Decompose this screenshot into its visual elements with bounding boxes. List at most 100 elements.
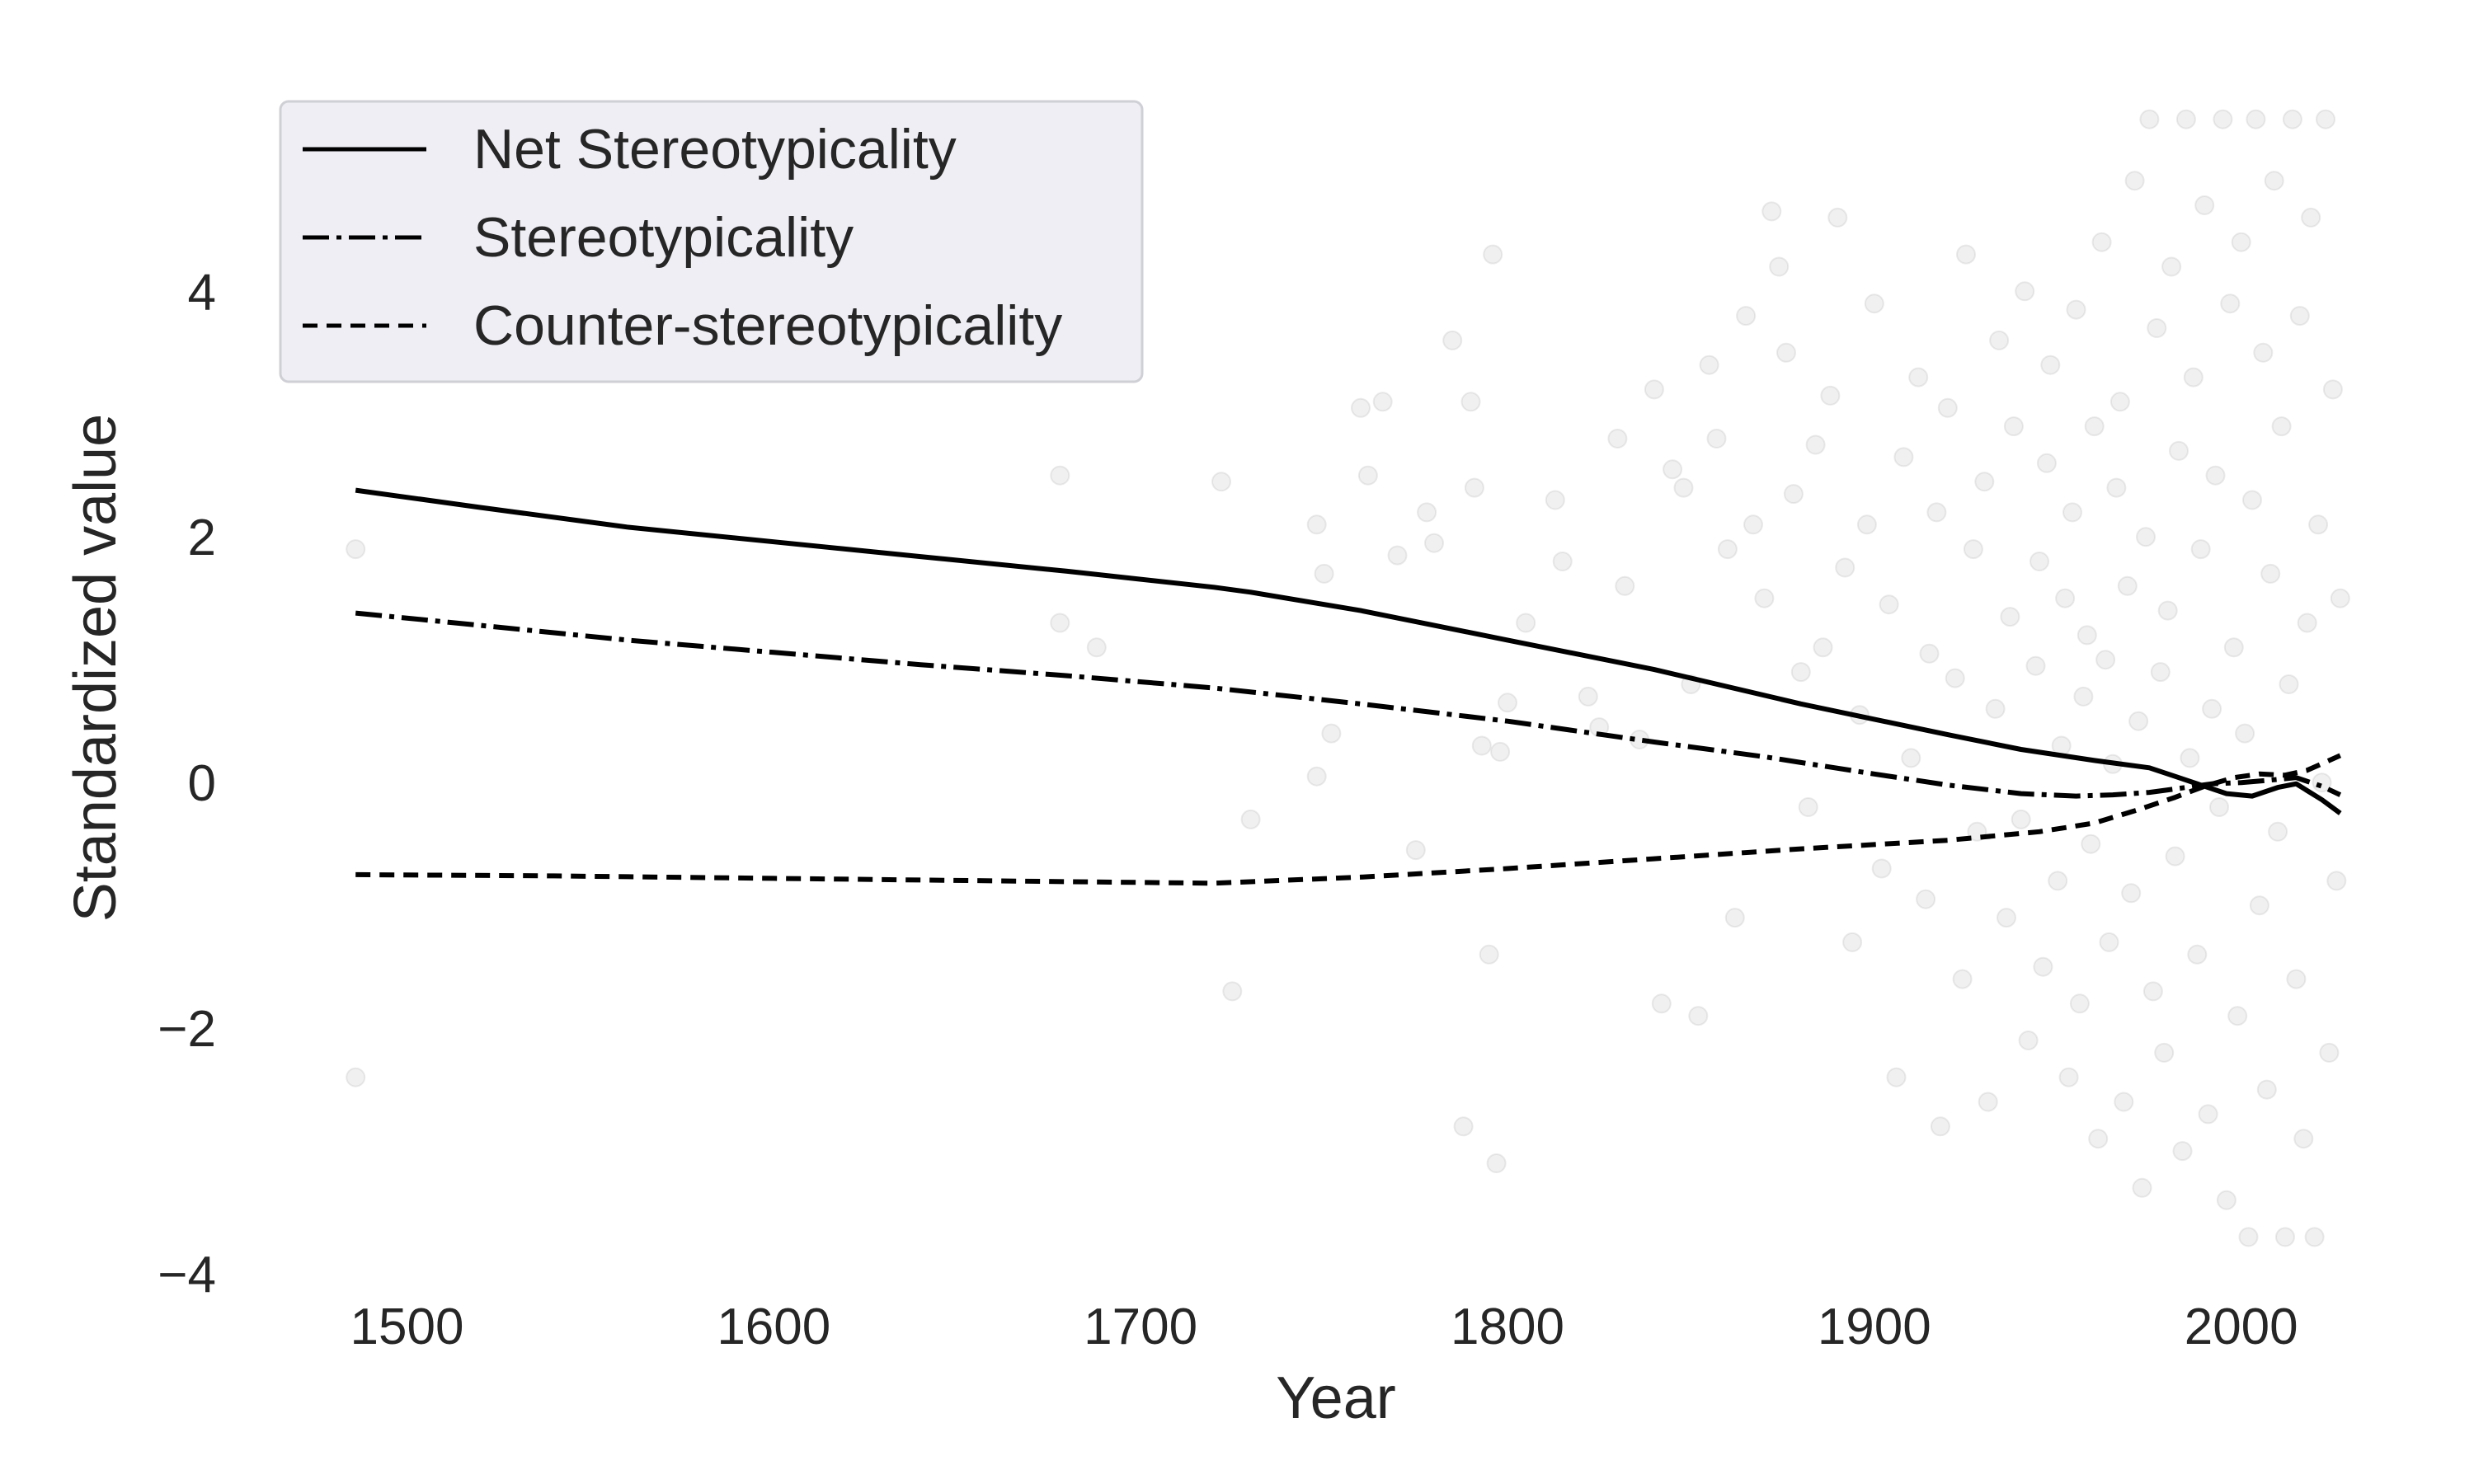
y-tick-label-3: 2 bbox=[188, 510, 216, 566]
scatter-point-45 bbox=[1717, 539, 1738, 560]
scatter-point-95 bbox=[2040, 355, 2061, 375]
scatter-point-109 bbox=[2095, 650, 2116, 670]
scatter-point-123 bbox=[2147, 318, 2167, 338]
scatter-point-20 bbox=[1453, 1116, 1474, 1137]
scatter-point-138 bbox=[2202, 698, 2222, 719]
scatter-point-152 bbox=[2253, 342, 2274, 363]
scatter-point-23 bbox=[1471, 735, 1492, 756]
scatter-point-55 bbox=[1798, 797, 1818, 817]
scatter-point-110 bbox=[2099, 932, 2119, 952]
scatter-point-64 bbox=[1864, 294, 1884, 314]
scatter-point-16 bbox=[1405, 840, 1426, 861]
scatter-point-99 bbox=[2058, 1067, 2079, 1087]
scatter-point-116 bbox=[2121, 883, 2142, 904]
scatter-point-42 bbox=[1688, 1006, 1709, 1026]
scatter-point-63 bbox=[1856, 514, 1877, 535]
scatter-point-148 bbox=[2238, 1227, 2259, 1247]
scatter-point-105 bbox=[2081, 834, 2101, 854]
scatter-layer bbox=[346, 109, 2350, 1247]
scatter-point-4 bbox=[1086, 637, 1107, 658]
scatter-point-173 bbox=[2330, 588, 2350, 608]
scatter-point-10 bbox=[1314, 563, 1334, 584]
scatter-point-129 bbox=[2169, 440, 2189, 461]
scatter-point-114 bbox=[2114, 1092, 2134, 1112]
scatter-point-74 bbox=[1930, 1116, 1950, 1137]
scatter-point-71 bbox=[1916, 889, 1936, 909]
scatter-point-153 bbox=[2256, 1079, 2277, 1100]
scatter-point-13 bbox=[1357, 465, 1378, 486]
scatter-point-142 bbox=[2216, 1190, 2236, 1210]
scatter-point-44 bbox=[1706, 429, 1727, 448]
x-axis-ticks: 1500 1600 1700 1800 1900 2000 bbox=[350, 1298, 2298, 1355]
scatter-point-102 bbox=[2069, 993, 2090, 1014]
scatter-point-157 bbox=[2271, 416, 2292, 437]
scatter-point-141 bbox=[2213, 109, 2233, 129]
scatter-point-54 bbox=[1790, 662, 1811, 683]
scatter-point-130 bbox=[2172, 1141, 2193, 1162]
scatter-point-166 bbox=[2304, 1227, 2325, 1247]
scatter-point-100 bbox=[2062, 502, 2082, 523]
scatter-point-73 bbox=[1926, 502, 1947, 523]
scatter-point-79 bbox=[1963, 539, 1983, 560]
scatter-point-69 bbox=[1901, 748, 1921, 768]
scatter-point-107 bbox=[2088, 1129, 2109, 1149]
scatter-point-158 bbox=[2275, 1227, 2295, 1247]
scatter-point-86 bbox=[2000, 607, 2020, 627]
scatter-point-6 bbox=[1222, 981, 1243, 1002]
scatter-point-90 bbox=[2018, 1031, 2039, 1050]
scatter-point-162 bbox=[2289, 306, 2310, 326]
scatter-point-30 bbox=[1545, 490, 1565, 510]
scatter-point-154 bbox=[2260, 563, 2281, 584]
scatter-point-144 bbox=[2223, 637, 2244, 658]
series-line-counter-stereotypicality bbox=[355, 753, 2342, 886]
x-tick-label-1900: 1900 bbox=[1818, 1298, 1931, 1355]
scatter-point-126 bbox=[2157, 600, 2178, 621]
scatter-point-134 bbox=[2187, 944, 2208, 965]
scatter-point-131 bbox=[2175, 109, 2196, 129]
scatter-point-103 bbox=[2073, 686, 2094, 707]
scatter-point-139 bbox=[2205, 465, 2226, 486]
scatter-point-170 bbox=[2319, 1042, 2340, 1063]
scatter-point-50 bbox=[1761, 201, 1782, 222]
x-tick-label-1500: 1500 bbox=[350, 1298, 464, 1355]
x-tick-label-1700: 1700 bbox=[1084, 1298, 1197, 1355]
scatter-point-96 bbox=[2048, 871, 2068, 891]
scatter-point-143 bbox=[2220, 294, 2241, 314]
scatter-point-25 bbox=[1483, 244, 1503, 265]
scatter-point-82 bbox=[1978, 1092, 1998, 1112]
scatter-point-101 bbox=[2066, 299, 2086, 320]
y-tick-label-4: 4 bbox=[188, 264, 216, 321]
scatter-point-24 bbox=[1479, 944, 1499, 965]
scatter-point-22 bbox=[1464, 477, 1484, 498]
scatter-point-136 bbox=[2194, 195, 2215, 215]
scatter-point-156 bbox=[2268, 821, 2288, 842]
x-tick-label-1600: 1600 bbox=[717, 1298, 830, 1355]
scatter-point-39 bbox=[1663, 459, 1683, 480]
scatter-point-106 bbox=[2084, 416, 2105, 437]
scatter-point-11 bbox=[1321, 723, 1342, 744]
scatter-point-5 bbox=[1211, 472, 1231, 492]
scatter-point-14 bbox=[1372, 392, 1393, 412]
scatter-point-94 bbox=[2036, 453, 2057, 473]
y-tick-label-1: −2 bbox=[158, 1001, 216, 1058]
scatter-point-7 bbox=[1240, 809, 1261, 829]
y-tick-label-2: 0 bbox=[188, 755, 216, 812]
scatter-point-171 bbox=[2322, 379, 2343, 400]
scatter-point-164 bbox=[2297, 613, 2317, 633]
scatter-point-77 bbox=[1952, 969, 1973, 989]
scatter-point-125 bbox=[2154, 1042, 2175, 1063]
scatter-point-3 bbox=[1050, 613, 1070, 633]
scatter-point-28 bbox=[1498, 693, 1517, 713]
scatter-point-61 bbox=[1842, 932, 1863, 952]
scatter-point-72 bbox=[1919, 643, 1940, 664]
scatter-point-67 bbox=[1886, 1067, 1907, 1087]
scatter-point-76 bbox=[1945, 668, 1965, 688]
scatter-point-34 bbox=[1607, 429, 1628, 448]
scatter-point-1 bbox=[346, 1067, 366, 1087]
scatter-point-120 bbox=[2136, 527, 2156, 547]
scatter-point-52 bbox=[1776, 342, 1796, 363]
scatter-point-75 bbox=[1937, 397, 1958, 418]
scatter-point-146 bbox=[2231, 232, 2251, 252]
scatter-point-92 bbox=[2030, 552, 2049, 571]
scatter-point-70 bbox=[1908, 367, 1929, 387]
